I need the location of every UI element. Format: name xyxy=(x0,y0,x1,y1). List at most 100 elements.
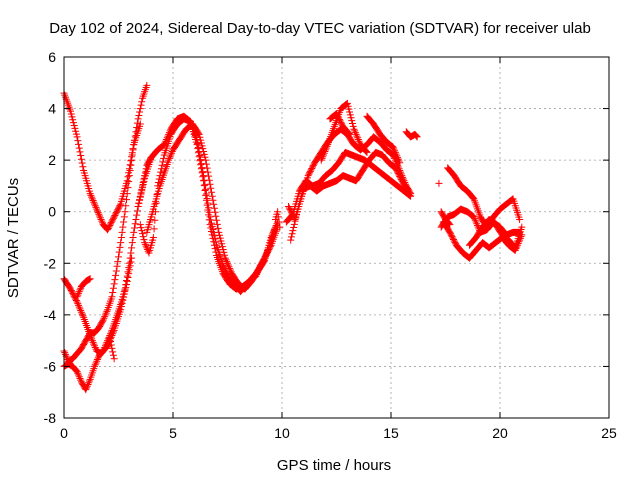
data-point xyxy=(91,362,99,370)
data-point xyxy=(94,209,102,217)
data-point xyxy=(61,349,69,357)
data-point xyxy=(88,335,96,343)
data-point xyxy=(306,167,314,175)
data-point xyxy=(161,139,169,147)
data-point xyxy=(130,224,138,232)
data-point xyxy=(270,227,278,235)
data-point xyxy=(210,200,218,208)
data-point xyxy=(202,185,210,193)
data-point xyxy=(450,237,458,245)
data-point xyxy=(285,204,293,212)
data-point xyxy=(93,357,101,365)
data-point xyxy=(347,114,355,122)
data-point xyxy=(127,161,135,169)
data-point xyxy=(135,111,143,119)
data-point xyxy=(130,141,138,149)
data-point xyxy=(110,280,118,288)
data-point xyxy=(129,234,137,241)
data-point xyxy=(121,287,129,295)
data-point xyxy=(516,215,524,223)
data-point xyxy=(352,130,360,138)
data-point xyxy=(412,131,420,139)
data-point xyxy=(323,142,331,150)
data-point xyxy=(287,236,295,244)
data-point xyxy=(335,114,343,122)
data-point xyxy=(201,153,209,161)
data-point xyxy=(117,306,125,314)
data-point xyxy=(200,150,208,158)
data-point xyxy=(157,168,165,176)
data-point xyxy=(287,233,295,241)
data-point xyxy=(127,249,135,257)
data-point xyxy=(202,156,210,164)
data-point xyxy=(71,124,79,132)
data-point xyxy=(116,243,124,251)
data-point xyxy=(121,208,129,216)
data-point xyxy=(77,155,85,163)
data-point xyxy=(201,187,209,195)
data-point xyxy=(84,380,92,388)
data-point xyxy=(354,134,362,142)
data-point xyxy=(269,230,277,238)
data-point xyxy=(166,153,174,161)
data-point xyxy=(73,293,81,301)
data-point xyxy=(472,218,480,226)
data-point xyxy=(134,203,142,211)
data-point xyxy=(227,268,235,276)
data-point xyxy=(76,148,84,156)
y-tick-label: 6 xyxy=(48,49,56,65)
data-point xyxy=(104,226,112,234)
data-point xyxy=(112,267,120,275)
data-point xyxy=(119,296,127,304)
data-point xyxy=(199,145,207,153)
data-point xyxy=(102,309,110,317)
data-point xyxy=(109,328,117,336)
data-point xyxy=(137,101,145,109)
data-point xyxy=(124,184,132,192)
data-point xyxy=(211,245,219,253)
y-tick-label: -6 xyxy=(44,358,57,374)
data-point xyxy=(345,129,353,137)
data-point xyxy=(79,163,87,171)
data-point xyxy=(76,374,84,382)
data-point xyxy=(390,145,398,153)
data-point xyxy=(206,180,214,188)
x-tick-label: 15 xyxy=(383,425,399,441)
data-point xyxy=(136,108,144,116)
data-point xyxy=(318,154,326,162)
data-point xyxy=(308,164,316,172)
data-point xyxy=(362,148,370,156)
data-point xyxy=(348,119,356,127)
data-point xyxy=(162,137,170,145)
data-point xyxy=(131,132,139,140)
data-point xyxy=(120,213,128,221)
data-point xyxy=(351,129,359,137)
data-point xyxy=(77,308,85,316)
data-point xyxy=(321,148,329,156)
data-point xyxy=(77,152,85,160)
data-point xyxy=(124,173,132,181)
data-point xyxy=(75,144,83,152)
data-point xyxy=(413,133,421,141)
data-point xyxy=(75,371,83,379)
data-point xyxy=(389,143,397,151)
data-point xyxy=(86,275,94,283)
data-point xyxy=(291,217,299,225)
data-point xyxy=(120,290,128,298)
data-point xyxy=(112,271,120,279)
data-point xyxy=(196,157,204,165)
data-point xyxy=(138,230,146,238)
data-point xyxy=(106,334,114,342)
data-point xyxy=(395,157,403,165)
data-point xyxy=(260,258,268,266)
data-point xyxy=(128,156,136,164)
data-point xyxy=(130,136,138,144)
data-point xyxy=(307,166,315,174)
data-point xyxy=(109,216,117,224)
data-point xyxy=(140,177,148,185)
data-point xyxy=(448,233,456,241)
data-point xyxy=(349,122,357,130)
data-point xyxy=(205,172,213,180)
data-point xyxy=(85,377,93,385)
data-point xyxy=(223,258,231,266)
